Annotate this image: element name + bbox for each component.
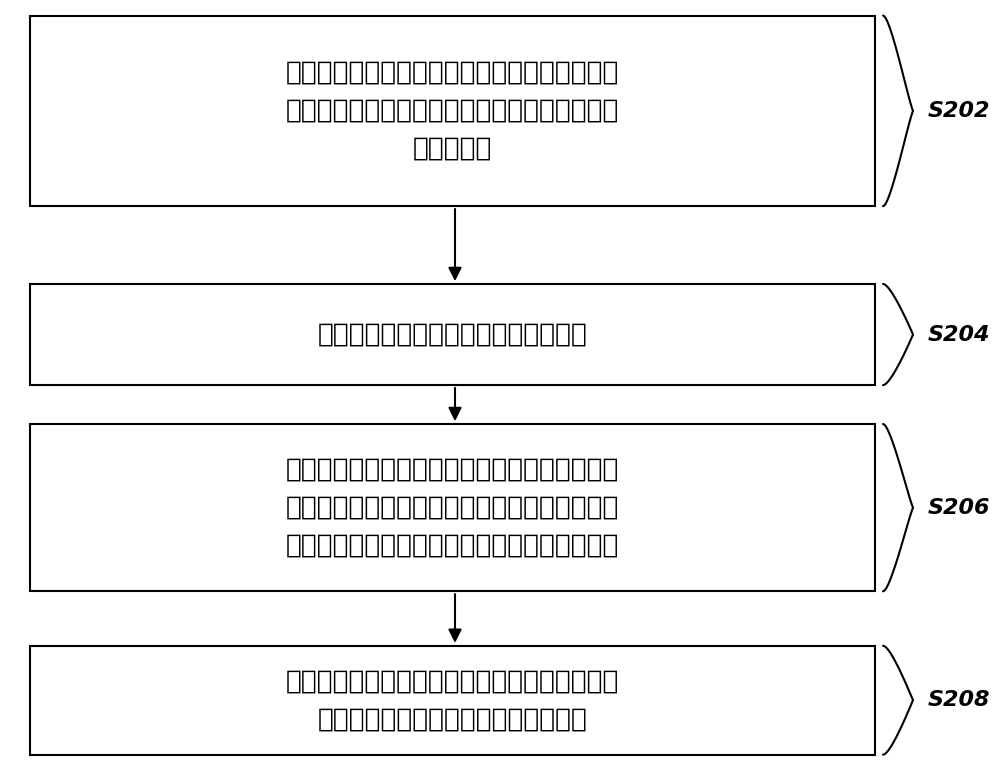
Text: 通过大气逆散射模型基于深度图像帧对目标热成
像图像帧进行温度修正，得到目标温度: 通过大气逆散射模型基于深度图像帧对目标热成 像图像帧进行温度修正，得到目标温度 <box>286 668 619 732</box>
Text: S206: S206 <box>928 498 990 517</box>
Text: 获取包含有人员的目标参考图像帧对；其中，目
标参考图像帧对包括目标可见光图像帧和目标热
成像图像帧: 获取包含有人员的目标参考图像帧对；其中，目 标参考图像帧对包括目标可见光图像帧和… <box>286 60 619 162</box>
Text: S204: S204 <box>928 324 990 345</box>
Text: S202: S202 <box>928 101 990 121</box>
Text: 将深度图像帧和目标热成像图像帧输入大气逆散
射模型；其中，大气逆散射模型为预先对深度与
温度修正值的关系进行拟合得到的神经网络模型: 将深度图像帧和目标热成像图像帧输入大气逆散 射模型；其中，大气逆散射模型为预先对… <box>286 457 619 559</box>
FancyBboxPatch shape <box>30 424 875 591</box>
Text: S208: S208 <box>928 690 990 710</box>
FancyBboxPatch shape <box>30 284 875 385</box>
FancyBboxPatch shape <box>30 16 875 206</box>
FancyBboxPatch shape <box>30 646 875 755</box>
Text: 将目标可见光图像帧转换为深度图像帧: 将目标可见光图像帧转换为深度图像帧 <box>318 321 587 348</box>
